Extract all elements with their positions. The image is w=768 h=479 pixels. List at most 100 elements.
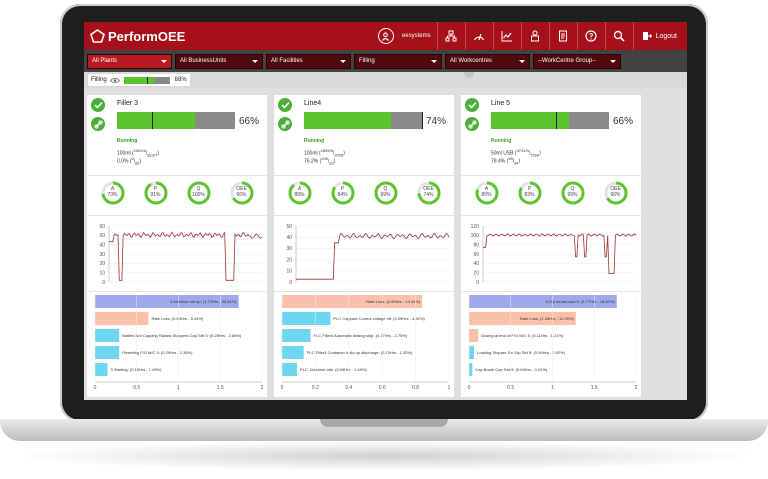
y-tick-label: 50	[286, 224, 292, 230]
check-circle-icon[interactable]	[465, 98, 479, 112]
kpi-gauge-a[interactable]: A 73%	[101, 181, 125, 205]
y-tick-label: 10	[99, 270, 105, 276]
kpi-gauge-q[interactable]: Q 99%	[374, 181, 398, 205]
workcentre-panel: Line4 74% Running 100ml (1899/h/2008) 76.2% …	[274, 95, 454, 397]
workcentre-select-value: All Workcentres	[450, 58, 492, 64]
y-tick-label: 30	[99, 252, 105, 258]
readout-end: )	[539, 151, 541, 157]
user-menu[interactable]: eesystems	[378, 28, 431, 44]
kpi-gauge-oee[interactable]: OEE 66%	[230, 181, 254, 205]
tab-label: Filling	[91, 77, 107, 83]
operator-button[interactable]	[521, 22, 549, 50]
pareto-bar[interactable]	[95, 363, 108, 376]
kpi-gauge-a[interactable]: A 80%	[475, 181, 499, 205]
gauge-percent: 74%	[423, 192, 433, 198]
pareto-bar[interactable]	[469, 363, 472, 376]
filter-bar: All Plants All BusinessUnits All Facilit…	[84, 50, 687, 72]
pareto-bar-label: Rate Loss: (0.89Hrs - 14.44%)	[366, 299, 421, 304]
eye-icon[interactable]	[110, 77, 120, 84]
pareto-bar[interactable]	[95, 346, 119, 359]
readout-actual: 7260	[530, 153, 539, 158]
x-tick-label: 0	[281, 385, 284, 391]
y-tick-label: 100	[471, 233, 480, 239]
y-tick-label: 40	[99, 242, 105, 248]
facility-select[interactable]: All Facilities	[266, 54, 351, 69]
link-icon[interactable]	[465, 117, 479, 131]
hierarchy-icon	[445, 30, 457, 42]
divider	[461, 215, 641, 216]
help-button[interactable]	[577, 22, 605, 50]
report-button[interactable]	[549, 22, 577, 50]
pareto-bar[interactable]	[282, 312, 330, 325]
x-tick-label: 1.5	[591, 385, 598, 391]
gauge-percent: 100%	[192, 192, 205, 198]
workcentre-group-select[interactable]: --WorkCentre Group--	[533, 54, 621, 69]
gauge-label: OEE 66%	[604, 186, 628, 198]
workcentre-panel: Filler 3 66% Running 100ml (1553/h/823/7) 0.…	[87, 95, 267, 397]
plant-select-value: All Plants	[92, 58, 117, 64]
gauge-label: Q 99%	[561, 186, 585, 198]
kpi-gauge-a[interactable]: A 89%	[288, 181, 312, 205]
trend-chart: 50 40 30 20 10 0	[274, 220, 454, 290]
y-tick-label: 20	[473, 270, 479, 276]
gauge-percent: 99%	[567, 192, 577, 198]
pareto-bar[interactable]	[95, 312, 148, 325]
divider	[87, 175, 267, 176]
link-icon[interactable]	[91, 117, 105, 131]
business-unit-select[interactable]: All BusinessUnits	[175, 54, 263, 69]
kpi-gauge-p[interactable]: P 84%	[331, 181, 355, 205]
check-circle-icon[interactable]	[91, 98, 105, 112]
search-button[interactable]	[605, 22, 633, 50]
kpi-gauge-p[interactable]: P 83%	[518, 181, 542, 205]
y-tick-label: 0	[289, 280, 292, 286]
kpi-gauge-oee[interactable]: OEE 66%	[604, 181, 628, 205]
hierarchy-button[interactable]	[437, 22, 465, 50]
kpi-gauge-p[interactable]: P 91%	[144, 181, 168, 205]
kpi-gauge-oee[interactable]: OEE 74%	[417, 181, 441, 205]
pareto-bar[interactable]	[95, 329, 119, 342]
kpi-gauge-q[interactable]: Q 100%	[187, 181, 211, 205]
pareto-bar[interactable]	[282, 363, 297, 376]
app-logo[interactable]: PerformOEE	[90, 29, 185, 44]
status-label: Running	[304, 138, 324, 144]
kpi-gauge-q[interactable]: Q 99%	[561, 181, 585, 205]
link-icon[interactable]	[278, 117, 292, 131]
pareto-bar-label: PLC Cappant Control voltage off: (0.29Hr…	[333, 316, 425, 321]
gauge-percent: 73%	[107, 192, 117, 198]
workcentre-select[interactable]: All Workcentres	[445, 54, 530, 69]
gauge-percent: 66%	[610, 192, 620, 198]
trend-line	[296, 233, 449, 279]
pareto-bar[interactable]	[282, 329, 310, 342]
tab-filling[interactable]: Filling 68%	[88, 74, 190, 86]
facility-select-value: All Facilities	[271, 58, 303, 64]
pareto-bar[interactable]	[282, 346, 304, 359]
y-tick-label: 60	[473, 252, 479, 258]
trend-button[interactable]	[493, 22, 521, 50]
user-avatar-icon	[378, 28, 394, 44]
readout-target: 1899/h	[321, 148, 333, 153]
y-tick-label: 30	[286, 246, 292, 252]
chevron-down-icon	[519, 60, 525, 63]
logout-button[interactable]: Logout	[633, 22, 687, 50]
readout-end: )	[157, 151, 159, 157]
trend-chart-svg: 6050403020100	[87, 220, 267, 290]
status-label: Running	[117, 138, 137, 144]
gauge-label: Q 99%	[374, 186, 398, 198]
gauge-button[interactable]	[465, 22, 493, 50]
pareto-bar[interactable]	[469, 329, 478, 342]
user-name: eesystems	[402, 33, 431, 39]
pentagon-logo-icon	[90, 29, 105, 43]
logout-icon	[642, 31, 652, 41]
person-icon	[529, 30, 541, 42]
oee-value: 74%	[426, 116, 446, 127]
plant-select[interactable]: All Plants	[87, 54, 172, 69]
gauge-percent: 66%	[236, 192, 246, 198]
x-tick-label: 2	[261, 385, 264, 391]
pareto-bar[interactable]	[469, 346, 474, 359]
area-select[interactable]: Filling	[354, 54, 442, 69]
trend-line	[109, 232, 262, 280]
gauge-percent: 89%	[294, 192, 304, 198]
workcentre-panel: Line 5 66% Running 50ml USB (4741/h/7260) 79…	[461, 95, 641, 397]
x-tick-label: 2	[635, 385, 638, 391]
check-circle-icon[interactable]	[278, 98, 292, 112]
